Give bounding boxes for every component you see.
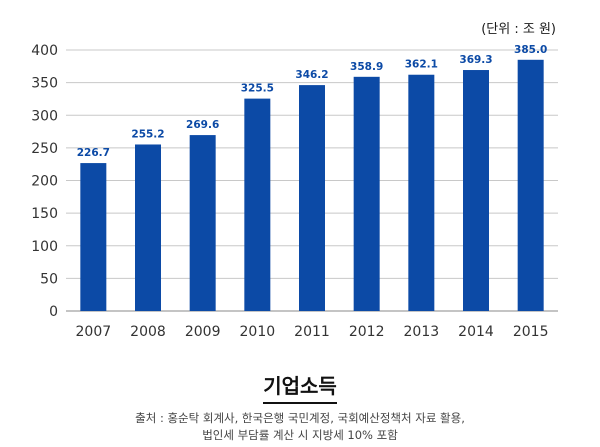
source-line-2: 법인세 부담률 계산 시 지방세 10% 포함 [202, 428, 398, 442]
x-tick-label: 2008 [130, 324, 166, 340]
bar [189, 135, 216, 311]
bar [80, 163, 107, 311]
bar [408, 74, 435, 311]
data-label: 358.9 [350, 61, 383, 73]
x-axis-ticks: 2007 2008 2009 2010 2011 2012 2013 2014 2015 [76, 324, 549, 340]
x-tick-label: 2010 [240, 324, 276, 340]
x-tick-label: 2007 [76, 324, 112, 340]
bar [244, 98, 271, 311]
y-tick-label: 350 [31, 76, 58, 92]
caption: 기업소득 [0, 370, 600, 404]
value-labels: 226.7 255.2 269.6 325.5 346.2 358.9 362.1 369.3… [77, 44, 548, 159]
x-tick-label: 2015 [513, 324, 549, 340]
y-tick-label: 200 [31, 174, 58, 190]
y-tick-label: 100 [31, 239, 58, 255]
source-line-1: 출처 : 홍순탁 회계사, 한국은행 국민계정, 국회예산정책처 자료 활용, [135, 411, 465, 425]
bar-chart: 0 50 100 150 200 250 300 350 400 226.7 255.2 269.6… [31, 43, 558, 340]
x-tick-label: 2013 [404, 324, 440, 340]
data-label: 226.7 [77, 147, 110, 159]
x-tick-label: 2012 [349, 324, 385, 340]
data-label: 269.6 [186, 119, 219, 131]
y-tick-label: 0 [49, 304, 58, 320]
chart-caption-title: 기업소득 [263, 370, 337, 404]
y-tick-label: 300 [31, 108, 58, 124]
bar [353, 76, 380, 311]
data-label: 369.3 [459, 54, 492, 66]
y-tick-label: 400 [31, 43, 58, 59]
y-tick-label: 250 [31, 141, 58, 157]
x-tick-label: 2014 [458, 324, 494, 340]
x-tick-label: 2009 [185, 324, 221, 340]
source-note: 출처 : 홍순탁 회계사, 한국은행 국민계정, 국회예산정책처 자료 활용, … [0, 410, 600, 444]
bar [135, 144, 161, 311]
data-label: 346.2 [295, 69, 328, 81]
bar [463, 70, 489, 311]
unit-label: (단위 : 조 원) [481, 22, 556, 37]
data-label: 385.0 [514, 44, 547, 56]
bar [299, 85, 325, 312]
data-label: 362.1 [405, 59, 438, 71]
y-tick-label: 150 [31, 206, 58, 222]
bars [80, 59, 544, 312]
y-axis-ticks: 0 50 100 150 200 250 300 350 400 [31, 43, 58, 320]
bar [517, 59, 544, 311]
data-label: 325.5 [241, 83, 274, 95]
x-tick-label: 2011 [294, 324, 330, 340]
y-tick-label: 50 [40, 271, 58, 287]
data-label: 255.2 [131, 128, 164, 140]
